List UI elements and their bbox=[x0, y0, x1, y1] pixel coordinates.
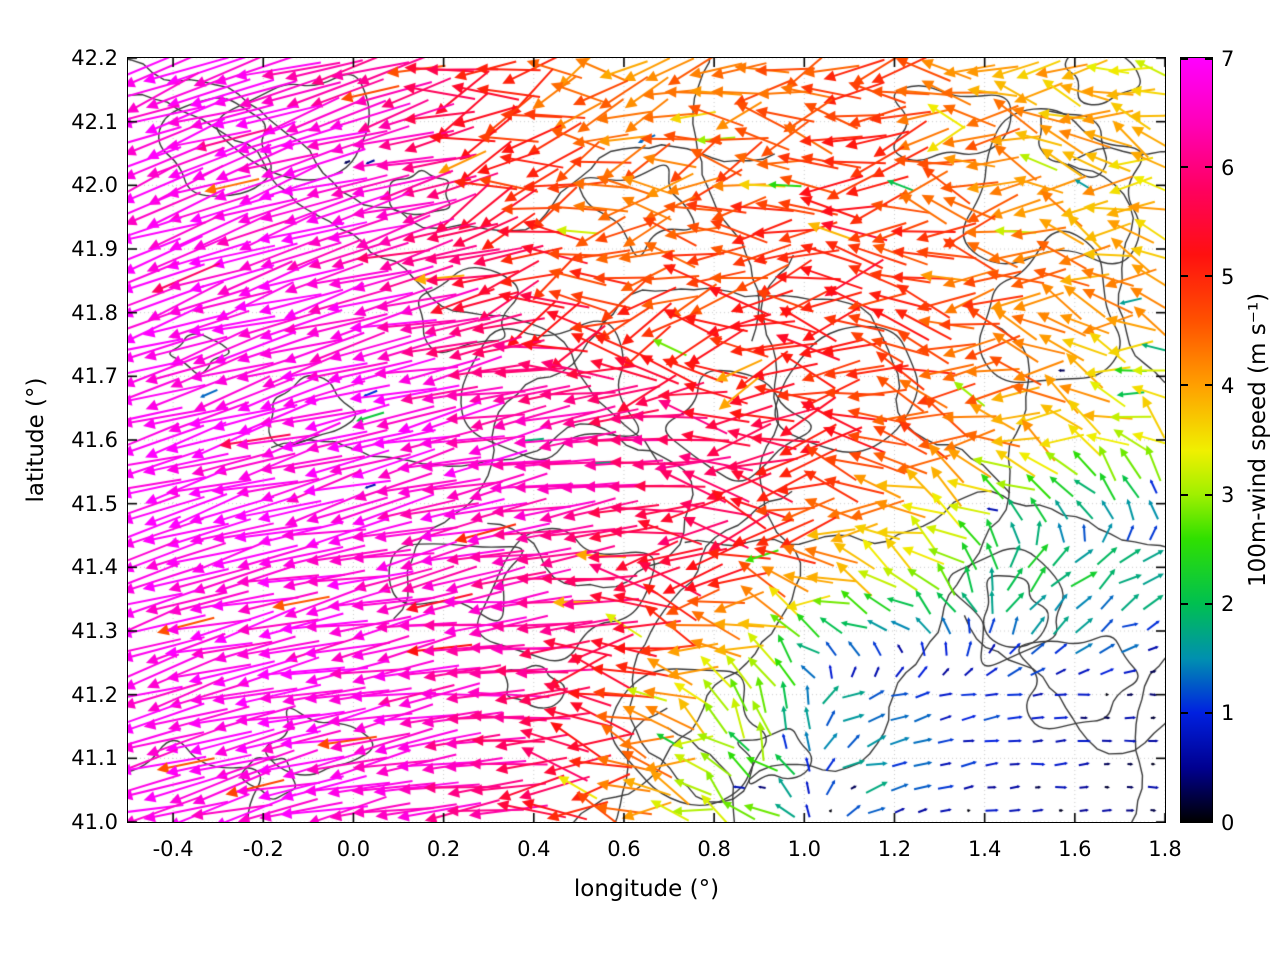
colorbar-tick-label: 2 bbox=[1221, 592, 1235, 617]
y-tick-label: 42.2 bbox=[71, 46, 118, 70]
y-tick-label: 41.9 bbox=[71, 237, 118, 261]
x-tick-label: 0.0 bbox=[336, 837, 371, 861]
colorbar-tick-mark bbox=[1181, 166, 1188, 169]
colorbar-tick-label: 6 bbox=[1221, 155, 1235, 180]
x-tick-label: 0.2 bbox=[426, 837, 461, 861]
colorbar-tick-mark bbox=[1205, 58, 1212, 60]
x-tick-label: 1.8 bbox=[1148, 837, 1182, 861]
colorbar-tick-mark bbox=[1205, 166, 1212, 169]
y-tick-label: 41.2 bbox=[71, 682, 118, 707]
colorbar-tick-label: 5 bbox=[1221, 264, 1235, 289]
colorbar-label: 100m-wind speed (m s⁻¹) bbox=[1245, 292, 1271, 588]
x-tick-label: 0.6 bbox=[607, 837, 641, 861]
x-tick-label: 1.4 bbox=[967, 837, 1002, 861]
wind-quiver-canvas bbox=[128, 58, 1165, 822]
y-tick-label: 42.0 bbox=[71, 173, 118, 198]
colorbar-tick-mark bbox=[1181, 711, 1188, 714]
x-tick-label: -0.2 bbox=[242, 837, 284, 861]
colorbar-tick-mark bbox=[1205, 384, 1212, 387]
y-tick-label: 41.8 bbox=[71, 300, 118, 325]
colorbar-tick-mark bbox=[1205, 820, 1212, 822]
colorbar-tick-mark bbox=[1205, 493, 1212, 496]
y-tick-label: 41.3 bbox=[71, 619, 118, 643]
colorbar-tick-label: 7 bbox=[1221, 46, 1235, 71]
x-axis-label: longitude (°) bbox=[573, 876, 720, 902]
colorbar-tick-mark bbox=[1181, 602, 1188, 605]
colorbar-tick-mark bbox=[1181, 275, 1188, 278]
x-tick-label: -0.4 bbox=[152, 837, 194, 861]
colorbar bbox=[1180, 57, 1213, 823]
y-tick-label: 41.6 bbox=[71, 428, 118, 452]
x-tick-label: 0.4 bbox=[517, 837, 551, 861]
colorbar-tick-mark bbox=[1181, 493, 1188, 496]
plot-area bbox=[127, 57, 1166, 823]
x-tick-label: 1.0 bbox=[787, 837, 821, 861]
colorbar-tick-mark bbox=[1205, 602, 1212, 605]
y-tick-label: 42.1 bbox=[71, 109, 118, 134]
colorbar-tick-mark bbox=[1181, 820, 1188, 822]
colorbar-tick-label: 1 bbox=[1221, 701, 1235, 726]
y-tick-label: 41.7 bbox=[71, 364, 118, 389]
x-tick-label: 1.6 bbox=[1058, 837, 1092, 861]
colorbar-tick-mark bbox=[1181, 58, 1188, 60]
x-tick-label: 0.8 bbox=[697, 837, 731, 861]
colorbar-tick-mark bbox=[1181, 384, 1188, 387]
colorbar-tick-label: 4 bbox=[1221, 373, 1235, 398]
colorbar-tick-label: 0 bbox=[1221, 810, 1235, 835]
y-tick-label: 41.4 bbox=[71, 555, 118, 580]
colorbar-tick-label: 3 bbox=[1221, 483, 1235, 508]
y-tick-label: 41.5 bbox=[71, 491, 118, 516]
y-tick-label: 41.0 bbox=[71, 810, 118, 834]
y-tick-label: 41.1 bbox=[71, 746, 118, 771]
colorbar-tick-mark bbox=[1205, 711, 1212, 714]
x-tick-label: 1.2 bbox=[877, 837, 912, 861]
colorbar-tick-mark bbox=[1205, 275, 1212, 278]
